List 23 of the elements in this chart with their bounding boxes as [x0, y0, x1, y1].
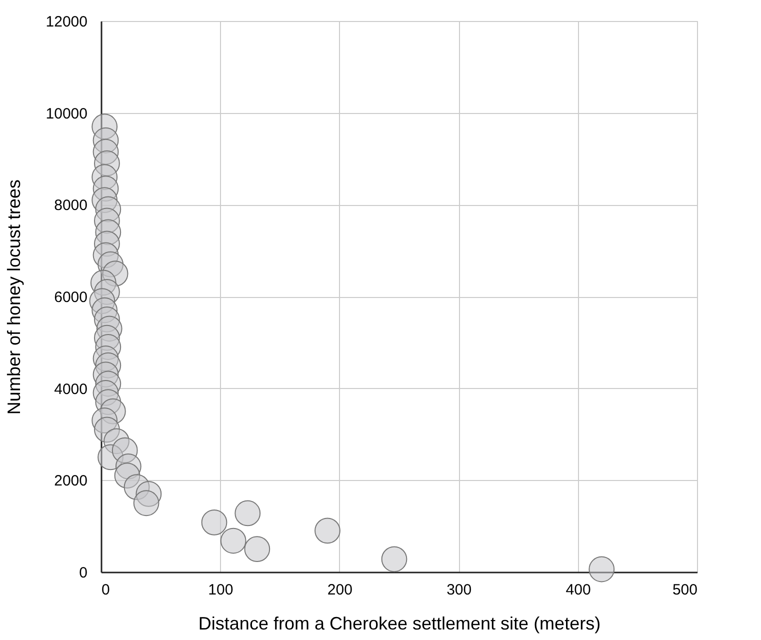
point: [220, 528, 246, 554]
point: [133, 490, 160, 516]
x-axis-title: Distance from a Cherokee settlement site (meters): [198, 614, 601, 634]
point: [234, 500, 261, 526]
x-tick-label: 300: [446, 582, 472, 598]
x-tick-label: 100: [208, 582, 234, 598]
x-tick-label: 500: [672, 582, 698, 598]
y-tick-label: 8000: [54, 197, 88, 214]
x-tick-label: 200: [327, 582, 352, 598]
x-tick-label: 0: [102, 582, 110, 598]
point: [588, 556, 615, 582]
point: [244, 536, 270, 562]
y-axis-title: Number of honey locust trees: [4, 179, 24, 415]
y-tick-label: 2000: [54, 472, 88, 490]
y-tick-label: 6000: [54, 289, 88, 306]
x-tick-label: 400: [566, 582, 591, 598]
y-tick-label: 12000: [46, 14, 88, 30]
y-tick-label: 10000: [46, 105, 88, 122]
y-tick-label: 4000: [54, 380, 88, 398]
y-tick-label: 0: [79, 564, 88, 582]
point: [381, 546, 408, 572]
point: [201, 509, 228, 536]
point: [314, 518, 340, 544]
